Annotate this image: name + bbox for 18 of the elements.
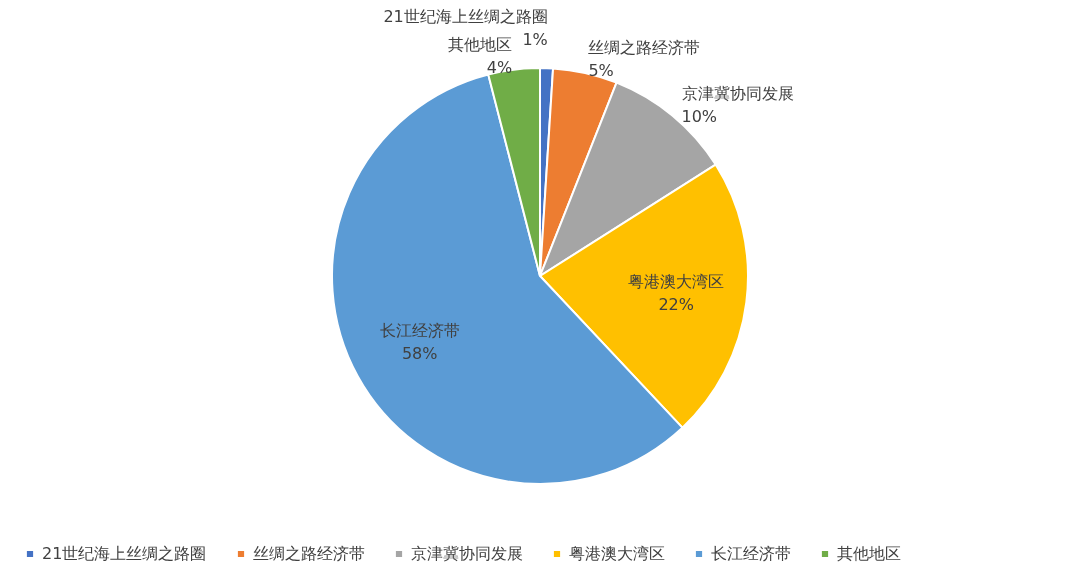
data-label: 5% <box>588 61 614 81</box>
legend-label: 丝绸之路经济带 <box>253 544 365 563</box>
slice-label: 长江经济带 <box>379 321 460 341</box>
slice-label: 粤港澳大湾区 <box>628 272 725 292</box>
data-label: 10% <box>681 106 718 126</box>
data-label: 58% <box>401 344 438 364</box>
legend-label: 其他地区 <box>837 544 901 563</box>
slice-label: 京津冀协同发展 <box>681 83 794 103</box>
slice-label: 21世纪海上丝绸之路圈 <box>383 7 548 27</box>
slice-label: 其他地区 <box>448 34 513 54</box>
data-label: 22% <box>658 295 694 315</box>
slice-label: 丝绸之路经济带 <box>588 38 701 58</box>
data-label: 4% <box>486 57 513 77</box>
legend-label: 粤港澳大湾区 <box>569 544 665 563</box>
legend-label: 长江经济带 <box>711 544 791 563</box>
legend-label: 京津冀协同发展 <box>411 544 523 563</box>
data-label: 1% <box>522 30 548 50</box>
legend-label: 21世纪海上丝绸之路圈 <box>42 544 207 563</box>
